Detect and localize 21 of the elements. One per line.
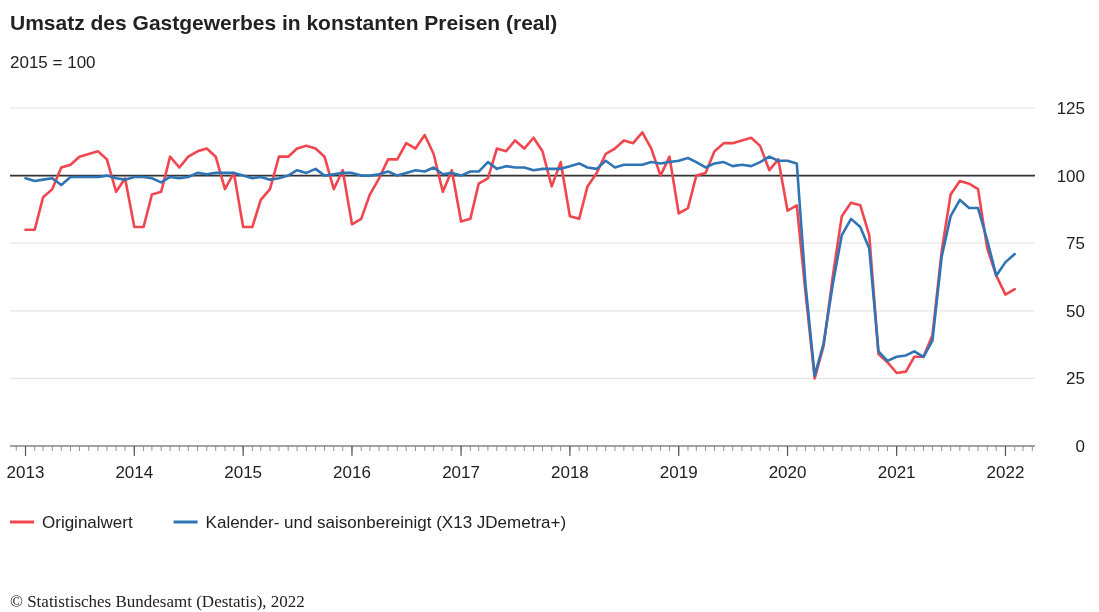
y-tick-label: 0 xyxy=(1075,437,1085,456)
x-tick-label: 2022 xyxy=(986,463,1025,482)
x-tick-label: 2021 xyxy=(877,463,916,482)
x-tick-label: 2014 xyxy=(115,463,154,482)
x-tick-label: 2015 xyxy=(224,463,263,482)
x-tick-label: 2019 xyxy=(659,463,698,482)
x-tick-label: 2018 xyxy=(550,463,589,482)
x-tick-label: 2016 xyxy=(333,463,371,482)
x-tick-label: 2013 xyxy=(6,463,45,482)
x-tick-label: 2017 xyxy=(442,463,480,482)
y-tick-label: 50 xyxy=(1066,301,1085,321)
chart-subtitle: 2015 = 100 xyxy=(10,53,96,72)
text: © Statistisches Bundesamt (Destatis), 2022 xyxy=(10,592,305,611)
y-tick-label: 100 xyxy=(1056,166,1085,186)
legend-label: Originalwert xyxy=(42,513,133,532)
chart-title: Umsatz des Gastgewerbes in konstanten Preisen (real) xyxy=(10,11,558,34)
y-tick-label: 75 xyxy=(1066,234,1085,254)
y-tick-label: 25 xyxy=(1066,369,1085,389)
legend-label: Kalender- und saisonbereinigt (X13 JDemetra+) xyxy=(205,513,567,532)
x-tick-label: 2020 xyxy=(768,463,807,482)
y-tick-label: 125 xyxy=(1056,99,1085,118)
